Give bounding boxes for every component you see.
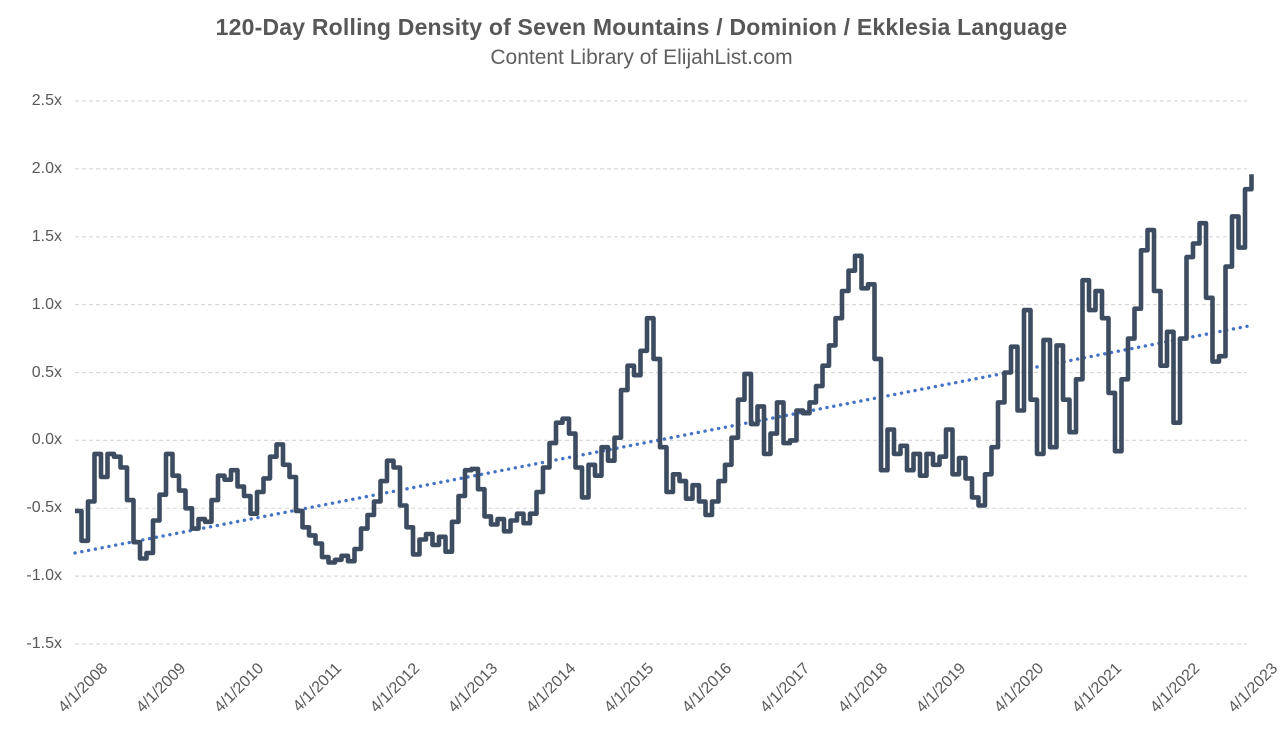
y-tick-label: 2.0x (31, 159, 62, 177)
y-tick-label: 2.5x (31, 92, 62, 109)
y-tick-label: -0.5x (26, 499, 62, 517)
y-tick-label: 0.0x (31, 431, 62, 449)
y-tick-label: 1.5x (31, 227, 62, 245)
chart-subtitle: Content Library of ElijahList.com (490, 46, 793, 69)
y-tick-label: 1.0x (31, 295, 62, 313)
y-tick-label: 0.5x (31, 363, 62, 381)
chart-title: 120-Day Rolling Density of Seven Mountai… (215, 14, 1068, 40)
y-tick-label: -1.5x (26, 635, 62, 652)
y-tick-label: -1.0x (26, 567, 62, 585)
series-line (75, 174, 1254, 565)
